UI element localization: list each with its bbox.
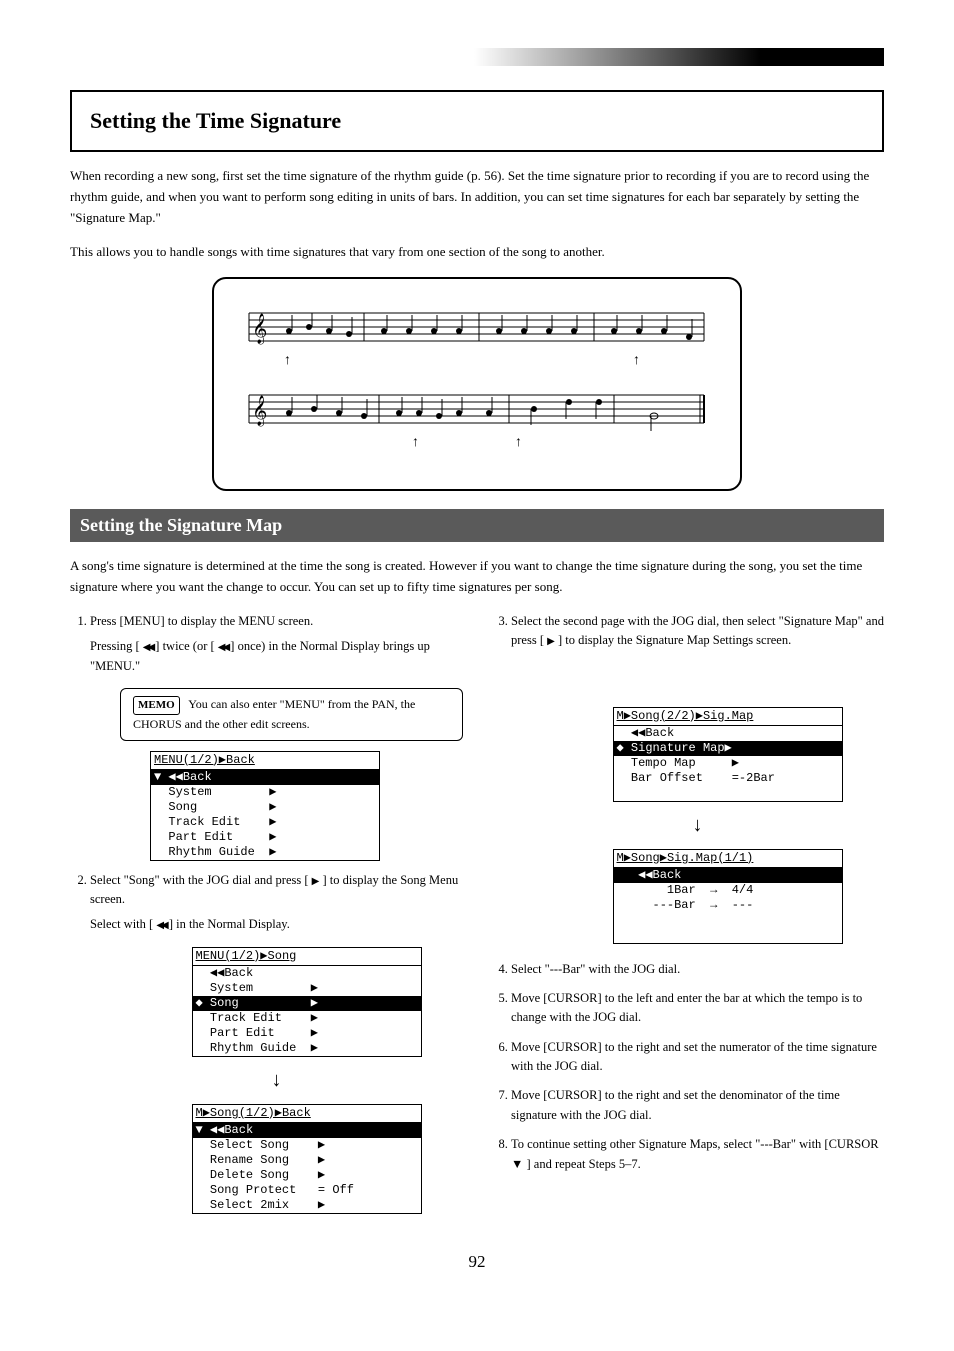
lcd-row: Song Protect = Off	[193, 1183, 421, 1198]
lcd-row	[614, 928, 842, 943]
intro-paragraph-1: When recording a new song, first set the…	[70, 166, 884, 228]
lcd-row: 1Bar → 4/4	[614, 883, 842, 898]
step-4: Select "---Bar" with the JOG dial.	[511, 960, 884, 979]
lcd-row: Song ▶	[151, 800, 379, 815]
step-2c: Select with [	[90, 917, 153, 931]
right-column: Select the second page with the JOG dial…	[491, 612, 884, 1230]
lcd-sigmap-3b: M▶Song▶Sig.Map(1/1) ◀◀Back 1Bar → 4/4 --…	[613, 849, 843, 944]
lcd-row: Select Song ▶	[193, 1138, 421, 1153]
step-1: Press [MENU] to display the MENU screen.…	[90, 612, 463, 861]
arrow-up-icon: ↑	[412, 435, 419, 451]
lcd-row: Part Edit ▶	[193, 1026, 421, 1041]
lcd-row: ◀◀Back	[193, 966, 421, 981]
lcd-row: System ▶	[193, 981, 421, 996]
step-5-text: Move [CURSOR] to the left and enter the …	[511, 991, 862, 1024]
section-title-box: Setting the Time Signature	[70, 90, 884, 152]
subheading-bar: Setting the Signature Map	[70, 509, 884, 542]
lcd-row: ◆ Song ▶	[193, 996, 421, 1011]
lcd-row: Select 2mix ▶	[193, 1198, 421, 1213]
step-1-text: Press [MENU] to display the MENU screen.	[90, 614, 313, 628]
music-staff-2: 𝄞 ↑ ↑	[234, 389, 720, 451]
lcd-row: ---Bar → ---	[614, 898, 842, 913]
lcd-row: Rename Song ▶	[193, 1153, 421, 1168]
lcd-row	[614, 913, 842, 928]
subheading-paragraph: A song's time signature is determined at…	[70, 556, 884, 598]
lcd-sigmap-3a: M▶Song(2/2)▶Sig.Map ◀◀Back ◆ Signature M…	[613, 707, 843, 802]
lcd-row: Bar Offset =-2Bar	[614, 771, 842, 786]
lcd-menu-2a: MENU(1/2)▶Song ◀◀Back System ▶ ◆ Song ▶ …	[192, 947, 422, 1057]
lcd-row: Tempo Map ▶	[614, 756, 842, 771]
step-3b: ] to display the Signature Map Settings …	[558, 633, 791, 647]
memo-label: MEMO	[133, 696, 180, 715]
lcd-row: Rhythm Guide ▶	[193, 1041, 421, 1056]
lcd-row: System ▶	[151, 785, 379, 800]
lcd-menu-1: MENU(1/2)▶Back ▼ ◀◀Back System ▶ Song ▶ …	[150, 751, 380, 861]
lcd-title: MENU(1/2)▶Song	[193, 948, 421, 966]
header-gradient	[474, 48, 884, 66]
down-arrow-icon: ↓	[272, 1065, 282, 1096]
step-6-text: Move [CURSOR] to the right and set the n…	[511, 1040, 877, 1073]
cursor-down-glyph: ▼	[511, 1157, 523, 1171]
lcd-row: Track Edit ▶	[151, 815, 379, 830]
step-8: To continue setting other Signature Maps…	[511, 1135, 884, 1174]
rewind-icon	[143, 642, 152, 653]
step-6: Move [CURSOR] to the right and set the n…	[511, 1038, 884, 1077]
svg-text:𝄞: 𝄞	[252, 395, 267, 427]
lcd-title: M▶Song(2/2)▶Sig.Map	[614, 708, 842, 726]
music-example-box: 𝄞 ↑ ↑	[212, 277, 742, 491]
rewind-icon	[156, 920, 165, 931]
section-title: Setting the Time Signature	[90, 108, 864, 134]
staff-svg-1: 𝄞	[234, 307, 714, 349]
svg-text:𝄞: 𝄞	[252, 313, 267, 345]
lcd-row: ▼ ◀◀Back	[151, 770, 379, 785]
step-7-text: Move [CURSOR] to the right and set the d…	[511, 1088, 840, 1121]
page-number: 92	[70, 1252, 884, 1272]
memo-box: MEMO You can also enter "MENU" from the …	[120, 688, 463, 741]
lcd-row: Delete Song ▶	[193, 1168, 421, 1183]
lcd-row: Track Edit ▶	[193, 1011, 421, 1026]
step-2d: ] in the Normal Display.	[169, 917, 290, 931]
play-icon	[547, 636, 555, 647]
step-1b-pre: Pressing [	[90, 639, 140, 653]
arrow-up-icon: ↑	[515, 435, 522, 451]
lcd-menu-2b: M▶Song(1/2)▶Back ▼ ◀◀Back Select Song ▶ …	[192, 1104, 422, 1214]
lcd-title: M▶Song(1/2)▶Back	[193, 1105, 421, 1123]
lcd-row: ◀◀Back	[614, 726, 842, 741]
lcd-row: Part Edit ▶	[151, 830, 379, 845]
step-1b-post: ] once) in the Normal Display brings up …	[90, 639, 430, 672]
arrow-up-icon: ↑	[633, 353, 640, 369]
lcd-row: ◀◀Back	[614, 868, 842, 883]
staff-svg-2: 𝄞	[234, 389, 714, 431]
lcd-row: Rhythm Guide ▶	[151, 845, 379, 860]
step-4-text: Select "---Bar" with the JOG dial.	[511, 962, 680, 976]
step-3: Select the second page with the JOG dial…	[511, 612, 884, 950]
left-column: Press [MENU] to display the MENU screen.…	[70, 612, 463, 1230]
step-2a: Select "Song" with the JOG dial and pres…	[90, 873, 309, 887]
step-1b-mid: ] twice (or [	[155, 639, 214, 653]
step-2: Select "Song" with the JOG dial and pres…	[90, 871, 463, 1220]
music-staff-1: 𝄞 ↑ ↑	[234, 307, 720, 369]
step-8b: ] and repeat Steps 5–7.	[527, 1157, 641, 1171]
lcd-row: ◆ Signature Map▶	[614, 741, 842, 756]
lcd-title: M▶Song▶Sig.Map(1/1)	[614, 850, 842, 868]
arrow-up-icon: ↑	[284, 353, 291, 369]
rewind-icon	[218, 642, 227, 653]
lcd-title: MENU(1/2)▶Back	[151, 752, 379, 770]
step-8a: To continue setting other Signature Maps…	[511, 1137, 879, 1151]
step-7: Move [CURSOR] to the right and set the d…	[511, 1086, 884, 1125]
step-5: Move [CURSOR] to the left and enter the …	[511, 989, 884, 1028]
intro-paragraph-2: This allows you to handle songs with tim…	[70, 242, 884, 263]
play-icon	[312, 876, 320, 887]
down-arrow-icon: ↓	[693, 810, 703, 841]
lcd-row: ▼ ◀◀Back	[193, 1123, 421, 1138]
lcd-row	[614, 786, 842, 801]
